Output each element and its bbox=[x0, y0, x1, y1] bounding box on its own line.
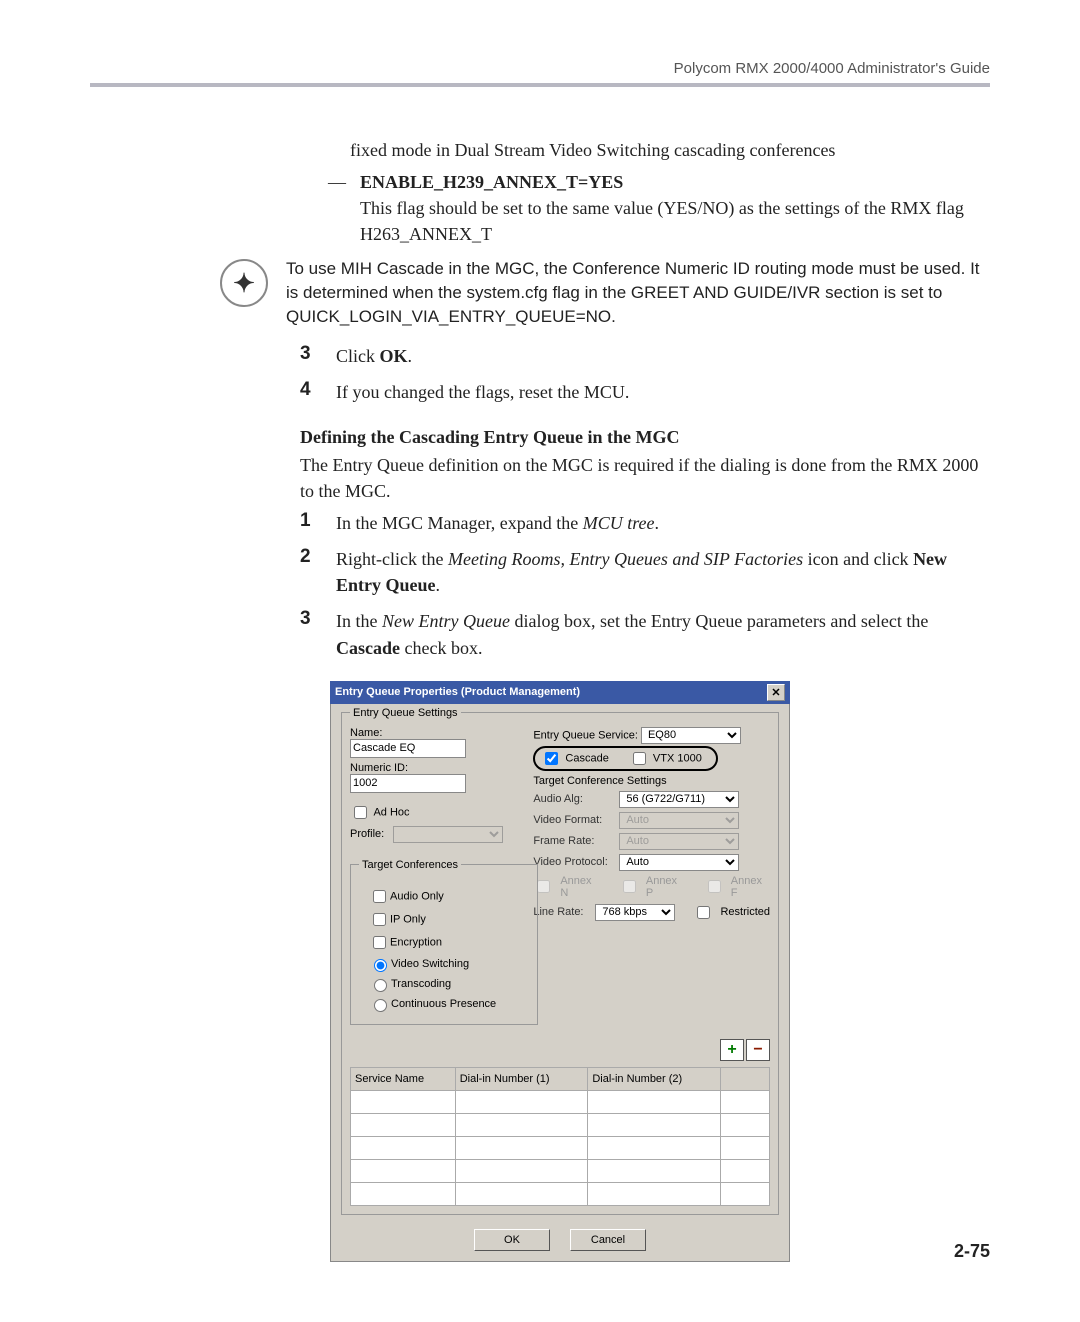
encryption-label: Encryption bbox=[390, 936, 442, 948]
videoswitch-radio[interactable] bbox=[374, 959, 387, 972]
iponly-checkbox[interactable] bbox=[373, 913, 386, 926]
transcoding-radio[interactable] bbox=[374, 979, 387, 992]
iponly-label: IP Only bbox=[390, 913, 426, 925]
page-number: 2-75 bbox=[954, 1241, 990, 1262]
b3c: dialog box, set the Entry Queue paramete… bbox=[510, 611, 928, 631]
b2c: icon and click bbox=[803, 549, 913, 569]
close-icon[interactable]: ✕ bbox=[767, 684, 785, 701]
sub-para: The Entry Queue definition on the MGC is… bbox=[300, 452, 990, 504]
name-label: Name: bbox=[350, 727, 410, 739]
b1b: MCU tree bbox=[583, 513, 655, 533]
eqsvc-select[interactable]: EQ80 bbox=[641, 727, 741, 744]
b1c: . bbox=[655, 513, 660, 533]
cp-label: Continuous Presence bbox=[391, 998, 496, 1010]
page-header: Polycom RMX 2000/4000 Administrator's Gu… bbox=[90, 60, 990, 77]
remove-button[interactable]: − bbox=[746, 1039, 770, 1061]
videoswitch-label: Video Switching bbox=[391, 958, 469, 970]
vfmt-select: Auto bbox=[619, 812, 739, 829]
b3a: In the bbox=[336, 611, 382, 631]
th-service: Service Name bbox=[351, 1067, 456, 1090]
profile-select bbox=[393, 826, 503, 843]
adhoc-label: Ad Hoc bbox=[373, 806, 409, 818]
transcoding-label: Transcoding bbox=[391, 978, 451, 990]
flag-desc: This flag should be set to the same valu… bbox=[360, 198, 964, 244]
cascade-checkbox[interactable] bbox=[545, 752, 558, 765]
tcs-legend: Target Conference Settings bbox=[533, 775, 666, 787]
th-dial2: Dial-in Number (2) bbox=[588, 1067, 721, 1090]
eqs-legend: Entry Queue Settings bbox=[350, 707, 461, 719]
step4-text: If you changed the flags, reset the MCU. bbox=[336, 379, 629, 405]
header-rule bbox=[90, 83, 990, 87]
step-num-4: 4 bbox=[300, 379, 322, 411]
tip-text: To use MIH Cascade in the MGC, the Confe… bbox=[286, 257, 990, 328]
audioalg-select[interactable]: 56 (G722/G711) bbox=[619, 791, 739, 808]
b1-num: 1 bbox=[300, 510, 322, 542]
b3e: check box. bbox=[400, 638, 482, 658]
subheading: Defining the Cascading Entry Queue in th… bbox=[300, 427, 990, 448]
b2-num: 2 bbox=[300, 546, 322, 604]
service-table: Service Name Dial-in Number (1) Dial-in … bbox=[350, 1067, 770, 1206]
b3d: Cascade bbox=[336, 638, 400, 658]
encryption-checkbox[interactable] bbox=[373, 936, 386, 949]
frate-label: Frame Rate: bbox=[533, 835, 613, 847]
b1a: In the MGC Manager, expand the bbox=[336, 513, 583, 533]
audioalg-label: Audio Alg: bbox=[533, 793, 613, 805]
step3-a: Click bbox=[336, 346, 380, 366]
profile-label: Profile: bbox=[350, 828, 390, 840]
em-dash: — bbox=[328, 169, 346, 247]
tip-icon: ✦ bbox=[220, 259, 268, 307]
step-num-3: 3 bbox=[300, 343, 322, 375]
dialog-title: Entry Queue Properties (Product Manageme… bbox=[335, 686, 580, 698]
vtx-checkbox[interactable] bbox=[633, 752, 646, 765]
cp-radio[interactable] bbox=[374, 999, 387, 1012]
adhoc-checkbox[interactable] bbox=[354, 806, 367, 819]
flag-name: ENABLE_H239_ANNEX_T=YES bbox=[360, 172, 623, 192]
vtx-label: VTX 1000 bbox=[653, 752, 702, 764]
name-input[interactable] bbox=[350, 739, 466, 758]
intro-line: fixed mode in Dual Stream Video Switchin… bbox=[350, 137, 990, 163]
audioonly-checkbox[interactable] bbox=[373, 890, 386, 903]
cascade-label: Cascade bbox=[565, 752, 608, 764]
numid-label: Numeric ID: bbox=[350, 762, 410, 774]
b3-num: 3 bbox=[300, 608, 322, 666]
vfmt-label: Video Format: bbox=[533, 814, 613, 826]
audioonly-label: Audio Only bbox=[390, 890, 444, 902]
tc-legend: Target Conferences bbox=[359, 859, 461, 871]
th-dial1: Dial-in Number (1) bbox=[455, 1067, 588, 1090]
dialog-screenshot: Entry Queue Properties (Product Manageme… bbox=[330, 681, 790, 1262]
b2b: Meeting Rooms, Entry Queues and SIP Fact… bbox=[448, 549, 803, 569]
step3-b: OK bbox=[380, 346, 408, 366]
b2e: . bbox=[436, 575, 441, 595]
b2a: Right-click the bbox=[336, 549, 448, 569]
step3-c: . bbox=[408, 346, 413, 366]
eqsvc-label: Entry Queue Service: bbox=[533, 729, 638, 741]
numid-input[interactable] bbox=[350, 774, 466, 793]
add-button[interactable]: + bbox=[720, 1039, 744, 1061]
cancel-button[interactable]: Cancel bbox=[570, 1229, 646, 1251]
ok-button[interactable]: OK bbox=[474, 1229, 550, 1251]
frate-select: Auto bbox=[619, 833, 739, 850]
b3b: New Entry Queue bbox=[382, 611, 510, 631]
